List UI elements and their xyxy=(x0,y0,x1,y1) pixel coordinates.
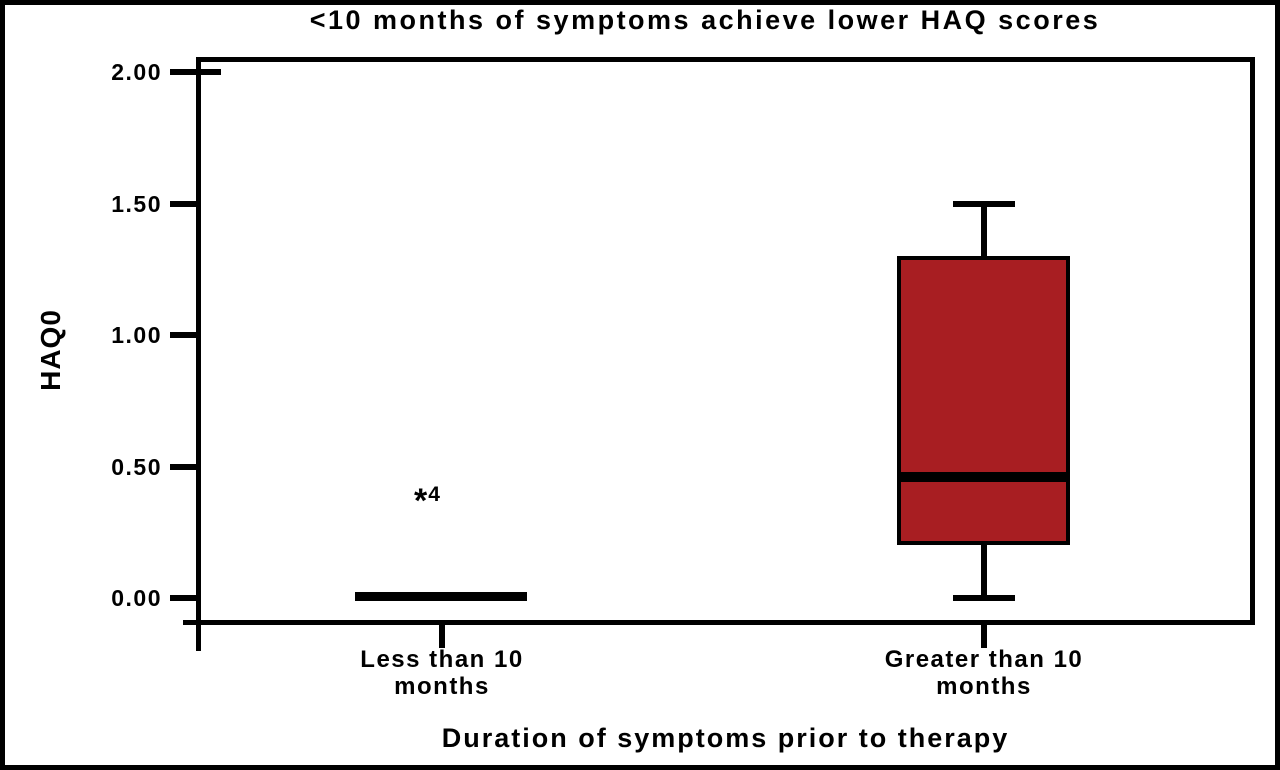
y-axis-bottom-extension xyxy=(196,625,201,651)
y-axis-title: HAQ0 xyxy=(35,309,66,391)
y-axis-top-tick xyxy=(201,69,221,75)
y-axis-tick xyxy=(170,332,196,338)
outlier-marker-less-than-10-months: *4 xyxy=(414,482,440,520)
iqr-box-greater-than-10-months xyxy=(897,256,1070,545)
y-axis-tick xyxy=(170,69,196,75)
y-tick-label: 0.50 xyxy=(111,454,162,480)
plot-area xyxy=(196,57,1255,625)
y-tick-label: 2.00 xyxy=(111,59,162,85)
asterisk-outlier-icon: * xyxy=(414,482,428,520)
x-axis-left-extension xyxy=(183,620,196,625)
y-tick-label: 1.00 xyxy=(111,322,162,348)
y-axis-tick xyxy=(170,464,196,470)
outlier-case-number: 4 xyxy=(428,483,440,506)
x-axis-tick-greater-than-10-months xyxy=(981,625,987,648)
x-category-label-line: Greater than 10 xyxy=(884,646,1084,673)
upper-whisker-cap-greater-than-10-months xyxy=(953,201,1015,207)
x-axis-title: Duration of symptoms prior to therapy xyxy=(441,723,1010,753)
x-axis-tick-less-than-10-months xyxy=(439,625,445,648)
y-axis-tick xyxy=(170,595,196,601)
x-category-label-line: months xyxy=(936,673,1032,700)
collapsed-box-less-than-10-months xyxy=(355,592,527,601)
x-category-label-less-than-10-months: Less than 10 months xyxy=(312,646,572,700)
x-category-label-line: Less than 10 xyxy=(360,646,524,673)
x-category-label-greater-than-10-months: Greater than 10 months xyxy=(854,646,1114,700)
median-line-greater-than-10-months xyxy=(897,472,1070,482)
x-category-label-line: months xyxy=(394,673,490,700)
lower-whisker-cap-greater-than-10-months xyxy=(953,595,1015,601)
y-tick-label: 0.00 xyxy=(111,585,162,611)
y-tick-label: 1.50 xyxy=(111,191,162,217)
upper-whisker-line-greater-than-10-months xyxy=(981,204,987,256)
y-axis-tick xyxy=(170,201,196,207)
lower-whisker-line-greater-than-10-months xyxy=(981,545,987,598)
chart-title: <10 months of symptoms achieve lower HAQ… xyxy=(309,5,1101,35)
